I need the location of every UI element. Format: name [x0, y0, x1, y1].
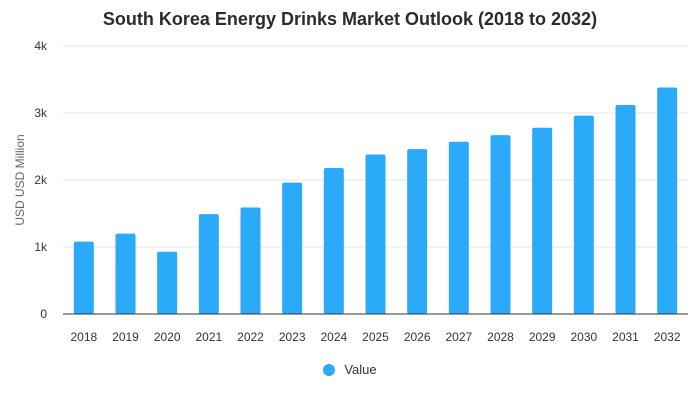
y-tick-label: 0 [40, 307, 47, 321]
legend[interactable]: Value [0, 362, 700, 377]
bar[interactable] [115, 233, 136, 314]
x-tick-label: 2030 [570, 330, 597, 344]
x-tick-label: 2022 [237, 330, 264, 344]
x-tick-label: 2026 [404, 330, 431, 344]
x-tick-label: 2019 [112, 330, 139, 344]
bar[interactable] [657, 87, 678, 314]
x-tick-label: 2028 [487, 330, 514, 344]
x-tick-label: 2018 [70, 330, 97, 344]
bar[interactable] [573, 115, 594, 315]
x-tick-label: 2023 [279, 330, 306, 344]
x-tick-label: 2029 [529, 330, 556, 344]
x-tick-label: 2031 [612, 330, 639, 344]
bar[interactable] [490, 135, 511, 314]
x-tick-label: 2025 [362, 330, 389, 344]
bar[interactable] [323, 167, 344, 314]
bar[interactable] [73, 241, 94, 314]
bar[interactable] [365, 154, 386, 314]
bar[interactable] [532, 127, 553, 315]
bar[interactable] [448, 141, 469, 314]
y-tick-label: 1k [34, 240, 48, 254]
x-tick-label: 2021 [195, 330, 222, 344]
legend-swatch [323, 363, 336, 376]
x-tick-label: 2020 [154, 330, 181, 344]
y-tick-label: 2k [34, 173, 48, 187]
bar[interactable] [615, 104, 636, 315]
bar[interactable] [240, 207, 261, 314]
y-tick-label: 3k [34, 106, 48, 120]
y-tick-label: 4k [34, 39, 48, 53]
bar[interactable] [157, 251, 178, 314]
x-tick-label: 2024 [320, 330, 347, 344]
bar[interactable] [198, 214, 219, 314]
bar[interactable] [282, 182, 303, 314]
y-axis-label: USD USD Million [13, 134, 27, 225]
x-tick-label: 2032 [654, 330, 681, 344]
x-tick-label: 2027 [445, 330, 472, 344]
bar[interactable] [407, 149, 428, 314]
legend-label: Value [344, 362, 377, 377]
chart-title: South Korea Energy Drinks Market Outlook… [102, 9, 598, 29]
